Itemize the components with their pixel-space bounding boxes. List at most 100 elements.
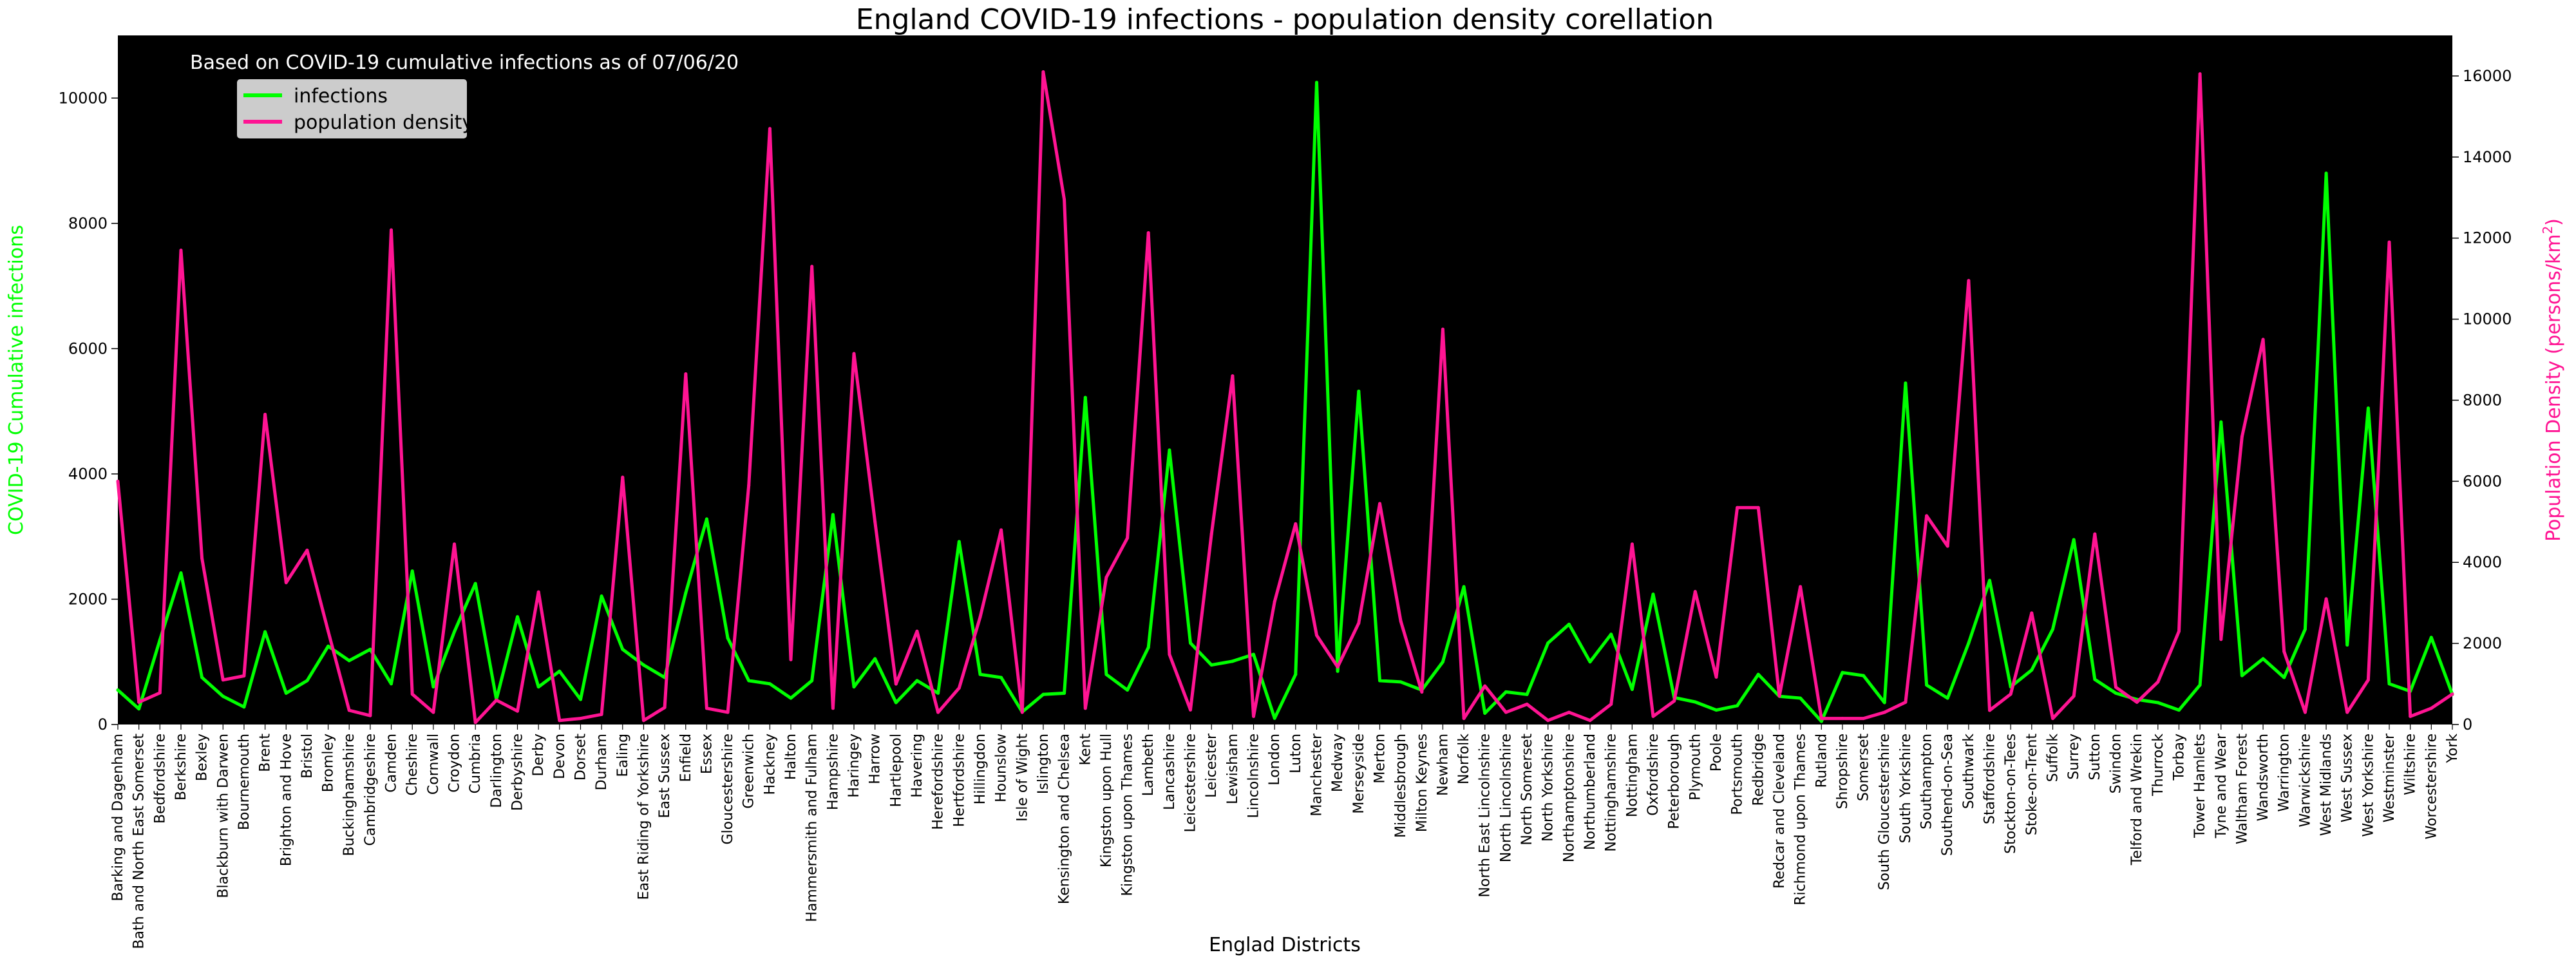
x-tick-label: Norfolk [1456,734,1472,784]
series-point-1 [768,127,772,131]
x-tick-label: Sutton [2087,734,2103,781]
series-point-1 [2261,337,2265,341]
y-axis-label-right-sup: 2 [2540,226,2555,234]
series-point-1 [2345,710,2349,714]
series-point-1 [2409,714,2412,718]
series-point-1 [2093,532,2097,536]
left-tick-label: 2000 [68,590,108,608]
y-axis-label-right-suffix: ) [2543,218,2565,226]
x-tick-label: Somerset [1856,734,1872,801]
x-tick-label: London [1267,734,1283,786]
x-tick-label: Halton [783,734,799,780]
series-point-1 [368,714,372,717]
series-point-1 [1925,514,1929,518]
series-point-0 [2429,636,2433,639]
series-point-0 [305,679,309,683]
series-point-0 [1504,690,1508,694]
series-point-1 [852,352,856,355]
x-tick-label: Surrey [2066,734,2082,780]
x-tick-label: Lincolnshire [1246,734,1262,819]
series-point-0 [1041,692,1045,696]
series-point-1 [2051,717,2054,721]
series-point-0 [1588,660,1592,664]
x-tick-label: Lewisham [1225,734,1241,804]
series-point-1 [641,719,645,723]
series-point-1 [516,709,519,713]
series-point-1 [1651,714,1655,718]
x-tick-label: Swindon [2108,734,2124,793]
x-tick-label: Medway [1330,734,1346,792]
series-point-0 [1967,641,1971,645]
series-point-0 [327,644,330,648]
x-tick-label: Islington [1036,734,1052,794]
series-point-1 [347,708,351,712]
x-tick-label: Camden [384,734,400,793]
x-tick-label: Hartlepool [888,734,904,807]
series-point-1 [2198,72,2202,76]
series-point-0 [473,582,477,585]
series-point-1 [1420,690,1424,694]
series-point-1 [957,686,961,690]
x-tick-label: Richmond upon Thames [1793,734,1809,905]
x-tick-label: Nottinghamshire [1604,734,1620,852]
series-point-1 [915,629,919,633]
series-point-1 [1609,703,1613,706]
x-tick-label: Southend-on-Sea [1940,734,1956,856]
x-tick-label: Haringey [846,734,862,798]
x-tick-label: Warrington [2277,734,2293,812]
x-tick-label: Enfield [678,734,694,782]
series-point-1 [1462,717,1466,721]
series-point-1 [1209,532,1213,536]
series-point-1 [663,706,667,710]
right-tick-label: 8000 [2463,391,2502,409]
legend-box [237,79,467,138]
series-point-1 [600,712,603,716]
series-point-0 [1609,632,1613,636]
series-point-1 [431,710,435,714]
x-tick-label: Westminster [2382,733,2398,822]
x-tick-label: Redbridge [1750,734,1766,806]
series-point-0 [600,594,603,598]
series-point-0 [1567,622,1571,626]
x-tick-label: Shropshire [1835,734,1851,810]
series-point-0 [2387,682,2391,686]
x-axis: Barking and Dagenham Bath and North East … [110,724,2461,949]
x-tick-label: Dorset [573,734,589,781]
series-point-0 [200,676,204,679]
series-point-0 [1756,672,1760,676]
series-point-1 [2072,694,2076,698]
x-tick-label: Torbay [2171,734,2187,781]
series-point-0 [1168,448,1171,452]
series-point-0 [242,705,246,709]
series-point-1 [327,629,330,633]
right-tick-label: 0 [2463,715,2472,734]
series-point-0 [2303,627,2307,631]
series-point-1 [1862,717,1866,721]
x-tick-label: Herefordshire [931,734,947,830]
left-tick-label: 6000 [68,339,108,357]
x-tick-label: Bristol [299,734,316,779]
series-point-0 [1841,670,1844,674]
right-tick-label: 12000 [2463,229,2512,247]
x-tick-label: West Sussex [2340,734,2356,822]
series-point-1 [1294,522,1298,526]
x-tick-label: Waltham Forest [2234,734,2250,844]
x-tick-label: Poole [1709,734,1725,772]
x-tick-label: North Yorkshire [1540,734,1557,842]
series-point-0 [1252,652,1255,656]
x-tick-label: Hillingdon [972,734,989,804]
x-tick-label: East Riding of Yorkshire [636,734,652,900]
right-tick-label: 4000 [2463,553,2502,571]
series-point-0 [1630,688,1634,691]
series-point-1 [1252,714,1255,718]
right-y-axis: 0 2000 4000 6000 8000 10000 12000 14000 16000 [2452,67,2512,734]
series-point-1 [2135,700,2139,704]
series-point-0 [1273,716,1276,720]
series-point-1 [242,674,246,677]
series-point-0 [894,701,898,705]
x-tick-label: Durham [594,734,610,790]
x-tick-label: Redcar and Cleveland [1772,734,1788,889]
series-point-0 [1736,704,1739,708]
series-point-0 [1651,592,1655,596]
series-point-1 [1819,717,1823,721]
